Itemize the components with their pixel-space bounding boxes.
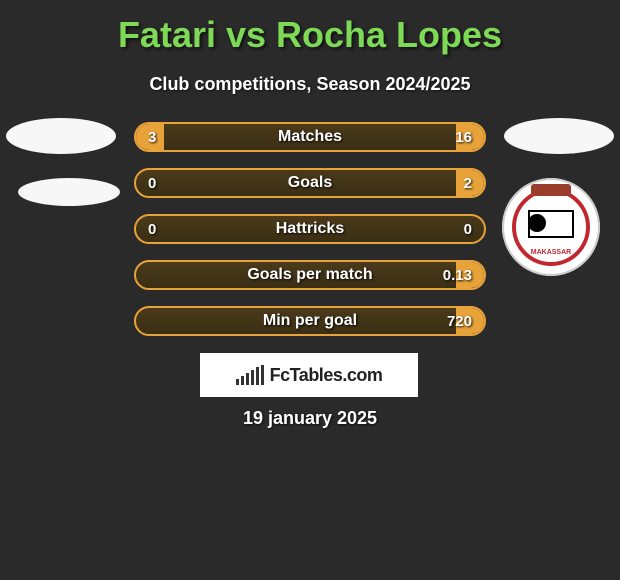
stat-row: 3Matches16 — [134, 122, 486, 152]
stat-row: Min per goal720 — [134, 306, 486, 336]
fctables-logo: FcTables.com — [200, 353, 418, 397]
stat-right-value: 0 — [452, 216, 484, 242]
stat-label: Matches — [136, 124, 484, 150]
player2-photo-placeholder — [504, 118, 614, 154]
player1-club-placeholder — [18, 178, 120, 206]
player1-photo-placeholder — [6, 118, 116, 154]
stats-container: 3Matches160Goals20Hattricks0Goals per ma… — [134, 122, 486, 352]
date-label: 19 january 2025 — [0, 408, 620, 429]
stat-right-value: 2 — [452, 170, 484, 196]
page-title: Fatari vs Rocha Lopes — [0, 0, 620, 56]
player2-club-crest: MAKASSAR — [502, 178, 600, 276]
stat-right-value: 720 — [435, 308, 484, 334]
stat-label: Hattricks — [136, 216, 484, 242]
stat-row: Goals per match0.13 — [134, 260, 486, 290]
stat-label: Min per goal — [136, 308, 484, 334]
psm-makassar-crest: MAKASSAR — [512, 188, 590, 266]
subtitle: Club competitions, Season 2024/2025 — [0, 74, 620, 95]
stat-row: 0Hattricks0 — [134, 214, 486, 244]
fctables-bars-icon — [236, 365, 264, 385]
stat-label: Goals — [136, 170, 484, 196]
stat-right-value: 16 — [443, 124, 484, 150]
fctables-text: FcTables.com — [270, 365, 383, 386]
stat-right-value: 0.13 — [431, 262, 484, 288]
stat-row: 0Goals2 — [134, 168, 486, 198]
crest-label: MAKASSAR — [516, 249, 586, 256]
